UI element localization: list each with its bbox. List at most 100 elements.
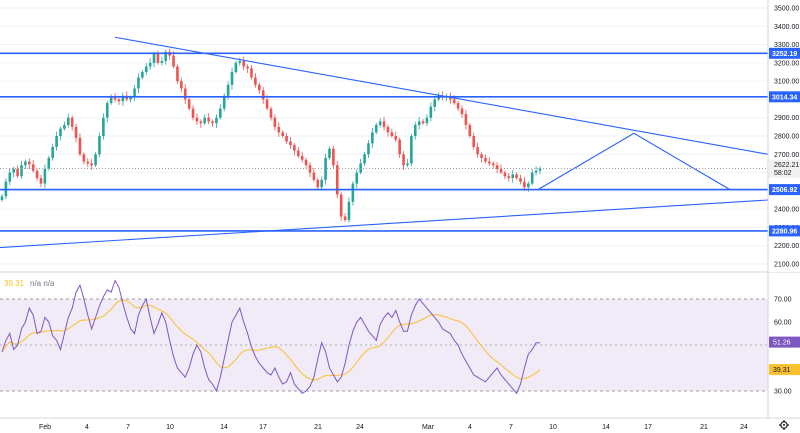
candle-body	[394, 136, 398, 140]
time-tick-label: 21	[314, 424, 322, 431]
candle-body	[148, 62, 152, 67]
candle-body	[199, 121, 203, 124]
candle-body	[187, 99, 191, 109]
candle-body	[499, 168, 503, 173]
candle-body	[495, 165, 499, 169]
level-tag-value: 2280.96	[772, 228, 797, 235]
candle-body	[55, 136, 58, 147]
candle-body	[191, 108, 195, 118]
candle-body	[195, 117, 199, 122]
price-tick-label: 3400.00	[774, 24, 799, 31]
candle-body	[456, 103, 460, 109]
candle-body	[98, 136, 101, 155]
candle-body	[137, 77, 140, 89]
level-tag-value: 2506.92	[772, 187, 797, 194]
gear-icon[interactable]	[779, 420, 789, 430]
candle-body	[117, 99, 121, 102]
last-price-countdown: 58:02	[774, 170, 792, 177]
candle-body	[351, 183, 355, 202]
level-tag-bg	[769, 47, 800, 59]
candle-body	[226, 84, 230, 96]
candle-body	[347, 201, 351, 221]
candle-body	[261, 90, 265, 100]
candle-body	[39, 178, 43, 184]
candle-body	[324, 157, 327, 180]
price-tick-label: 2700.00	[774, 152, 799, 159]
candle-body	[269, 108, 273, 118]
candle-body	[31, 164, 35, 171]
candle-body	[527, 183, 530, 188]
trendlines	[0, 36, 769, 249]
time-tick-label: 24	[356, 424, 364, 431]
price-grid	[0, 7, 768, 265]
candle-body	[488, 161, 491, 164]
candle-body	[105, 103, 109, 118]
candle-body	[281, 132, 284, 136]
candle-body	[285, 136, 288, 142]
price-tick-label: 3100.00	[774, 79, 799, 86]
candle-body	[480, 154, 483, 158]
candle-body	[183, 88, 187, 100]
candle-body	[258, 84, 261, 91]
candle-body	[417, 121, 421, 126]
time-tick-label: Mar	[422, 424, 435, 431]
rsi-ma-tag: 39.31	[773, 367, 791, 374]
candle-body	[538, 168, 542, 171]
time-tick-label: Feb	[39, 424, 51, 431]
candle-body	[460, 108, 464, 115]
level-tag-value: 3014.34	[772, 94, 797, 101]
candle-body	[507, 176, 511, 179]
candle-body	[27, 161, 31, 165]
rsi-line	[1, 279, 540, 395]
candle-body	[102, 117, 105, 136]
rsi-legend-value: 39.31	[4, 279, 25, 288]
candle-body	[468, 125, 472, 136]
candle-body	[0, 196, 4, 200]
level-tag-value: 3252.19	[772, 51, 797, 58]
level-tag-bg	[769, 225, 800, 237]
level-tag-bg	[769, 91, 800, 103]
candle-body	[172, 55, 175, 67]
candle-body	[382, 121, 386, 127]
candle-body	[133, 88, 136, 98]
candle-body	[273, 117, 277, 127]
candle-body	[406, 163, 409, 166]
time-tick-label: 24	[740, 424, 748, 431]
candle-body	[519, 178, 522, 182]
candle-body	[24, 161, 27, 166]
time-tick-label: 4	[468, 424, 472, 431]
candle-body	[534, 170, 538, 173]
candle-body	[109, 97, 113, 104]
time-tick-label: 21	[700, 424, 708, 431]
candle-body	[230, 72, 234, 85]
candle-body	[300, 156, 304, 160]
price-axis[interactable]: 3500.003400.003300.003200.003100.003000.…	[767, 0, 800, 418]
candle-body	[425, 117, 429, 124]
candle-body	[410, 136, 413, 164]
candle-body	[515, 174, 518, 179]
candle-body	[180, 81, 183, 89]
candle-body	[452, 99, 456, 104]
candle-body	[312, 172, 316, 180]
candle-body	[113, 97, 117, 100]
candle-body	[211, 121, 214, 124]
time-axis[interactable]: Feb 4 7 10 14 17 21 24 Mar 4 7 10 14 17 21 24	[0, 417, 800, 431]
candle-body	[43, 168, 47, 184]
candle-body	[429, 106, 433, 118]
candle-body	[355, 172, 359, 184]
rsi-tick-label: 70.00	[774, 297, 792, 304]
candle-body	[332, 148, 335, 166]
candle-body	[464, 114, 468, 126]
candle-body	[160, 61, 164, 63]
candle-body	[254, 77, 257, 85]
candle-body	[413, 125, 417, 136]
price-tick-label: 3300.00	[774, 42, 799, 49]
candle-body	[433, 99, 437, 107]
horizontal-levels	[0, 52, 768, 232]
price-tick-label: 2900.00	[774, 115, 799, 122]
candles	[0, 48, 542, 223]
candle-body	[320, 179, 323, 188]
candle-body	[390, 132, 394, 136]
candle-body	[82, 154, 86, 162]
